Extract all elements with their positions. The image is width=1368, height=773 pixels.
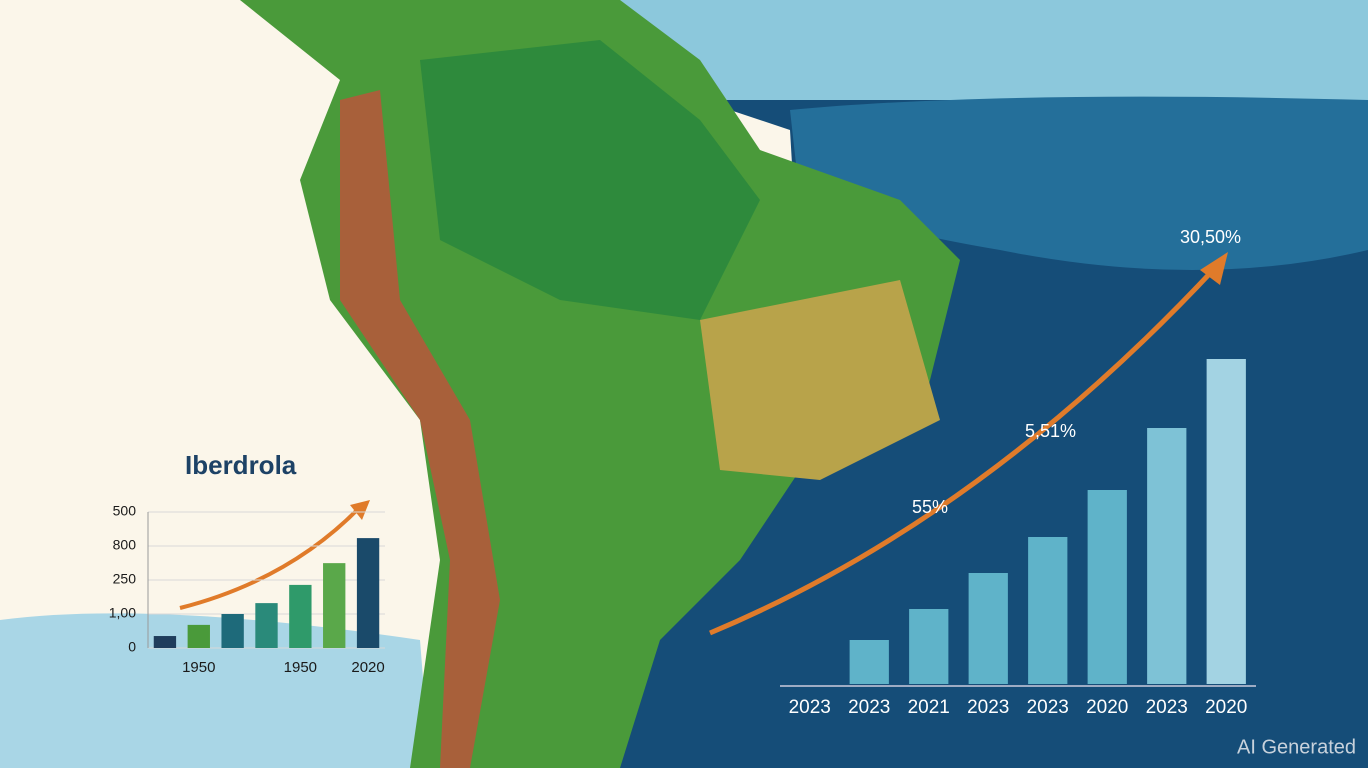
bar [1147, 428, 1187, 684]
watermark: AI Generated [1237, 736, 1356, 758]
continent [240, 0, 960, 768]
bar [153, 636, 177, 648]
arrow-head [1200, 252, 1228, 285]
arrow-head [350, 500, 370, 520]
forest [420, 40, 760, 320]
x-tick-label: 2020 [1086, 697, 1128, 718]
annotation: 55% [912, 497, 948, 517]
y-tick-label: 250 [113, 571, 137, 587]
bar [849, 640, 889, 684]
annotation: 5,51% [1025, 421, 1076, 441]
x-tick-label: 2023 [789, 697, 831, 718]
bar [1206, 359, 1246, 684]
bar [221, 614, 244, 648]
y-tick-label: 500 [113, 503, 137, 519]
x-tick-label: 2021 [908, 697, 950, 718]
bar [323, 563, 346, 648]
x-tick-label: 1950 [284, 659, 317, 676]
plateau [700, 280, 940, 480]
x-tick-label: 1950 [182, 659, 215, 676]
bar [255, 603, 278, 648]
bar [187, 624, 210, 648]
x-tick-label: 2023 [848, 697, 890, 718]
bar [1087, 490, 1127, 684]
bar [289, 584, 312, 648]
ocean-light [790, 96, 1368, 271]
trend-arrow [709, 266, 1217, 636]
x-tick-label: 2023 [1027, 697, 1069, 718]
x-tick-label: 2020 [351, 659, 384, 676]
x-tick-label: 2023 [967, 697, 1009, 718]
trend-arrow [179, 503, 364, 610]
y-tick-label: 1,00 [109, 605, 136, 621]
bar [968, 573, 1008, 684]
annotation: 30,50% [1180, 227, 1241, 247]
x-tick-label: 2020 [1205, 697, 1247, 718]
x-tick-label: 2023 [1146, 697, 1188, 718]
chart-title: Iberdrola [185, 450, 297, 480]
water-left [0, 613, 430, 768]
bar [909, 609, 949, 684]
mountains [340, 90, 500, 768]
bar [1028, 537, 1068, 684]
y-tick-label: 800 [113, 537, 137, 553]
bar [356, 538, 380, 648]
y-tick-label: 0 [128, 639, 136, 655]
